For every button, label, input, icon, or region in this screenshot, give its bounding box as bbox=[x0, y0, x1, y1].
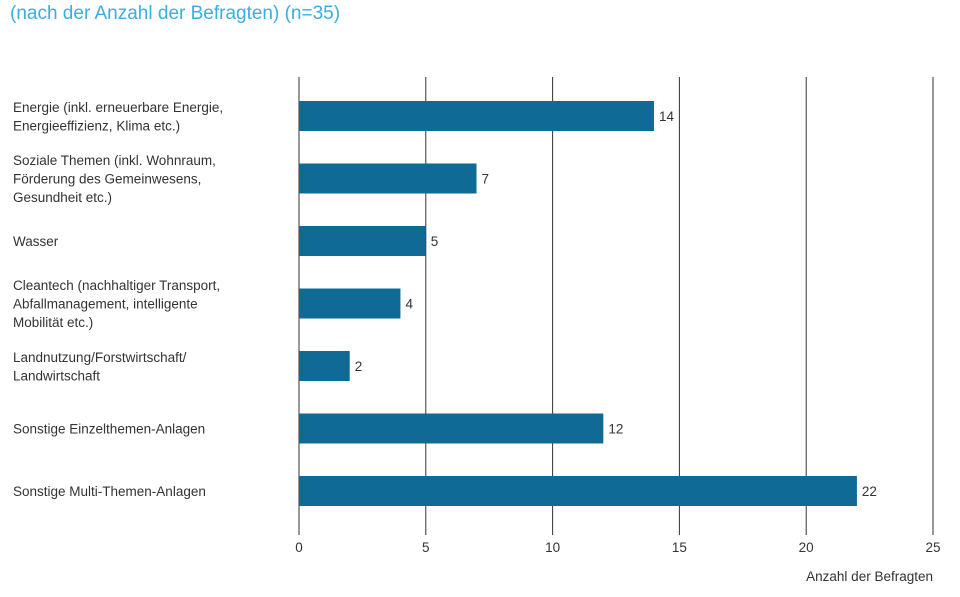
category-label: Landnutzung/Forstwirtschaft/Landwirtscha… bbox=[13, 350, 187, 384]
x-tick-label: 20 bbox=[799, 540, 814, 555]
category-label-line: Energie (inkl. erneuerbare Energie, bbox=[13, 100, 223, 115]
category-label: Soziale Themen (inkl. Wohnraum, Förderung… bbox=[13, 153, 216, 205]
x-tick-label: 10 bbox=[545, 540, 560, 555]
category-label: Sonstige Multi-Themen-Anlagen bbox=[13, 484, 206, 499]
bar bbox=[299, 413, 604, 444]
data-label: 4 bbox=[405, 297, 413, 312]
category-label: Sonstige Einzelthemen-Anlagen bbox=[13, 422, 205, 437]
x-tick-label: 15 bbox=[672, 540, 687, 555]
x-axis-label: Anzahl der Befragten bbox=[806, 569, 933, 584]
category-label-line: Landnutzung/Forstwirtschaft/ bbox=[13, 350, 187, 365]
category-label-line: Soziale Themen (inkl. Wohnraum, bbox=[13, 153, 216, 168]
category-label-line: Gesundheit etc.) bbox=[13, 190, 112, 205]
category-label-line: Förderung des Gemeinwesens, bbox=[13, 172, 201, 187]
category-label-line: Sonstige Einzelthemen-Anlagen bbox=[13, 422, 205, 437]
data-label: 2 bbox=[355, 359, 363, 374]
category-label-line: Energieeffizienz, Klima etc.) bbox=[13, 118, 180, 133]
x-tick-label: 0 bbox=[295, 540, 303, 555]
category-label: Energie (inkl. erneuerbare Energie, Energ… bbox=[13, 100, 223, 134]
category-label-line: Wasser bbox=[13, 234, 59, 249]
category-label-line: Landwirtschaft bbox=[13, 368, 100, 383]
bar bbox=[299, 226, 426, 256]
data-label: 12 bbox=[608, 422, 623, 437]
x-tick-label: 25 bbox=[925, 540, 940, 555]
bar bbox=[299, 163, 477, 194]
data-label: 14 bbox=[659, 109, 675, 124]
x-tick-label: 5 bbox=[422, 540, 430, 555]
bar bbox=[299, 101, 655, 131]
category-label: Wasser bbox=[13, 234, 59, 249]
bar bbox=[299, 288, 401, 319]
data-label: 5 bbox=[431, 234, 439, 249]
bar bbox=[299, 476, 857, 506]
data-label: 22 bbox=[862, 484, 877, 499]
category-label-line: Abfallmanagement, intelligente bbox=[13, 297, 198, 312]
category-label-line: Cleantech (nachhaltiger Transport, bbox=[13, 278, 220, 293]
chart-title: (nach der Anzahl der Befragten) (n=35) bbox=[10, 3, 341, 24]
data-label: 7 bbox=[482, 172, 490, 187]
category-label-line: Mobilität etc.) bbox=[13, 315, 93, 330]
bar bbox=[299, 351, 350, 381]
category-label-line: Sonstige Multi-Themen-Anlagen bbox=[13, 484, 206, 499]
category-label: Cleantech (nachhaltiger Transport, Abfall… bbox=[13, 278, 220, 330]
